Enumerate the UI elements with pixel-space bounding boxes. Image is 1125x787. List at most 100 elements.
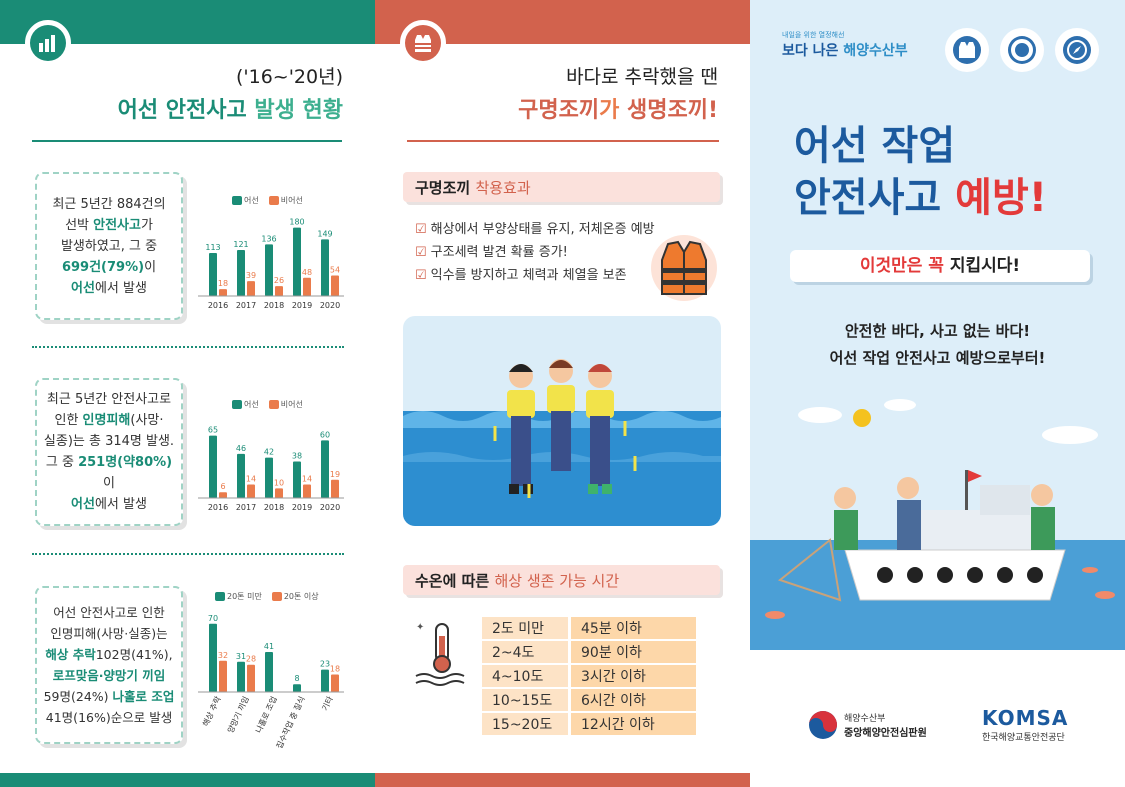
bar-secondary [219,660,227,692]
mof-logo: 내일을 위한 열정해선 보다 나은 해양수산부 [782,31,908,59]
bottom-bar [375,773,750,787]
bar-primary [209,253,217,296]
survival-time-table: 2도 미만 45분 이하 2~4도 90분 이하 4~10도 3시간 이하 10~15… [482,617,696,737]
value-label: 19 [330,470,340,479]
casualty-chart: 65 6 2016 46 14 2017 42 10 2018 38 14 2019 60 19 2020 [198,426,344,512]
value-label: 65 [208,426,218,435]
bar-primary [293,684,301,692]
bar-secondary [275,488,283,498]
value-label: 180 [289,218,304,227]
bar-primary [237,661,245,692]
bar-primary [293,227,301,296]
tick-label: 2017 [236,503,256,512]
value-label: 31 [236,652,246,661]
ship-icon [271,592,282,601]
svg-text:✦: ✦ [416,622,424,633]
value-label: 38 [292,452,302,461]
value-label: 121 [233,240,248,249]
check-item: ☑ 익수를 방지하고 체력과 체열을 보존 [415,268,627,283]
value-label: 46 [236,444,246,453]
cause-chart: 70 32 해상 추락 31 28 양망기 끼임 41 나홀로 조업 8 집수작업 중 질식 231… [198,614,344,750]
chart-legend-3: 20톤 미만 20톤 이상 [215,591,319,602]
dotted-divider [32,553,344,555]
checkbox-icon: ☑ [415,222,427,237]
ship-icon [268,196,279,205]
ship-icon [268,400,279,409]
table-row: 4~10도 3시간 이하 [482,665,696,689]
panel-title: 어선 안전사고 발생 현황 [117,98,343,123]
value-label: 18 [218,279,228,288]
value-label: 23 [320,660,330,669]
bar-secondary [331,479,339,498]
value-label: 14 [302,475,312,484]
checkbox-icon: ☑ [415,245,427,260]
kmst-logo: 해양수산부 중앙해양안전심판원 [808,710,927,740]
bar-secondary [331,275,339,296]
tick-label: 2018 [264,301,284,310]
bar-secondary [247,484,255,498]
survival-section-header: 수온에 따른 해상 생존 가능 시간 [403,565,720,595]
divider [32,140,342,142]
floating-people-illustration [403,316,721,526]
bar-primary [265,652,273,692]
value-label: 54 [330,265,340,274]
bar-primary [209,435,217,498]
chart-legend-2: 어선 비어선 [232,399,303,410]
table-row: 2~4도 90분 이하 [482,641,696,665]
bar-secondary [303,484,311,498]
panel-subtitle: ('16~'20년) [235,66,343,88]
value-label: 18 [330,664,340,673]
tick-label: 2019 [292,503,312,512]
bar-secondary [275,286,283,296]
bar-primary [321,669,329,692]
boat-icon [232,196,242,205]
bar-secondary [303,277,311,296]
lifejacket-icon [400,20,446,66]
tick-label: 기타 [320,694,335,712]
tick-label: 2016 [208,301,228,310]
tick-label: 2016 [208,503,228,512]
panel-title: 구명조끼가 생명조끼! [518,98,718,123]
bar-primary [321,239,329,296]
bar-primary [209,623,217,692]
bar-secondary [331,674,339,692]
main-headline: 어선 작업 안전사고 예방! [794,123,1047,221]
value-label: 28 [246,655,256,664]
bar-secondary [219,289,227,296]
tagline: 안전한 바다, 사고 없는 바다! 어선 작업 안전사고 예방으로부터! [829,322,1046,367]
value-label: 48 [302,268,312,277]
tick-label: 양망기 끼임 [225,695,251,735]
value-label: 8 [294,674,299,683]
chart-legend-1: 어선 비어선 [232,195,303,206]
taegeuk-icon [809,711,837,739]
bar-primary [265,457,273,498]
table-row: 10~15도 6시간 이하 [482,689,696,713]
dotted-divider [32,346,344,348]
checkbox-icon: ☑ [415,268,427,283]
bar-secondary [247,281,255,296]
value-label: 26 [274,276,284,285]
bar-primary [321,440,329,498]
bar-secondary [247,664,255,692]
statistics-panel: ('16~'20년) 어선 안전사고 발생 현황 최근 5년간 884건의 선박… [0,0,375,787]
slogan-pill: 이것만은 꼭 지킵시다! [790,250,1090,282]
table-row: 15~20도 12시간 이하 [482,713,696,737]
lifejacket-illustration [651,235,717,301]
effect-section-header: 구명조끼 착용효과 [403,172,720,202]
value-label: 149 [317,229,332,238]
komsa-logo: KOMSA 한국해양교통안전공단 [982,706,1069,743]
value-label: 39 [246,271,256,280]
tick-label: 해상 추락 [200,694,223,728]
value-label: 136 [261,234,276,243]
divider [407,140,719,142]
stat-bubble-2: 최근 5년간 안전사고로 인한 인명피해(사망· 실종)는 총 314명 발생.… [35,378,183,526]
value-label: 113 [205,243,220,252]
accident-chart: 113 18 2016 121 39 2017 136 26 2018 180 48 2019 149 5… [198,218,344,310]
bar-primary [237,453,245,498]
bar-primary [265,244,273,296]
bottom-bar [0,773,375,787]
boat-icon [232,400,242,409]
fishing-boat-illustration [750,399,1125,650]
tick-label: 2020 [320,301,340,310]
tick-label: 2018 [264,503,284,512]
